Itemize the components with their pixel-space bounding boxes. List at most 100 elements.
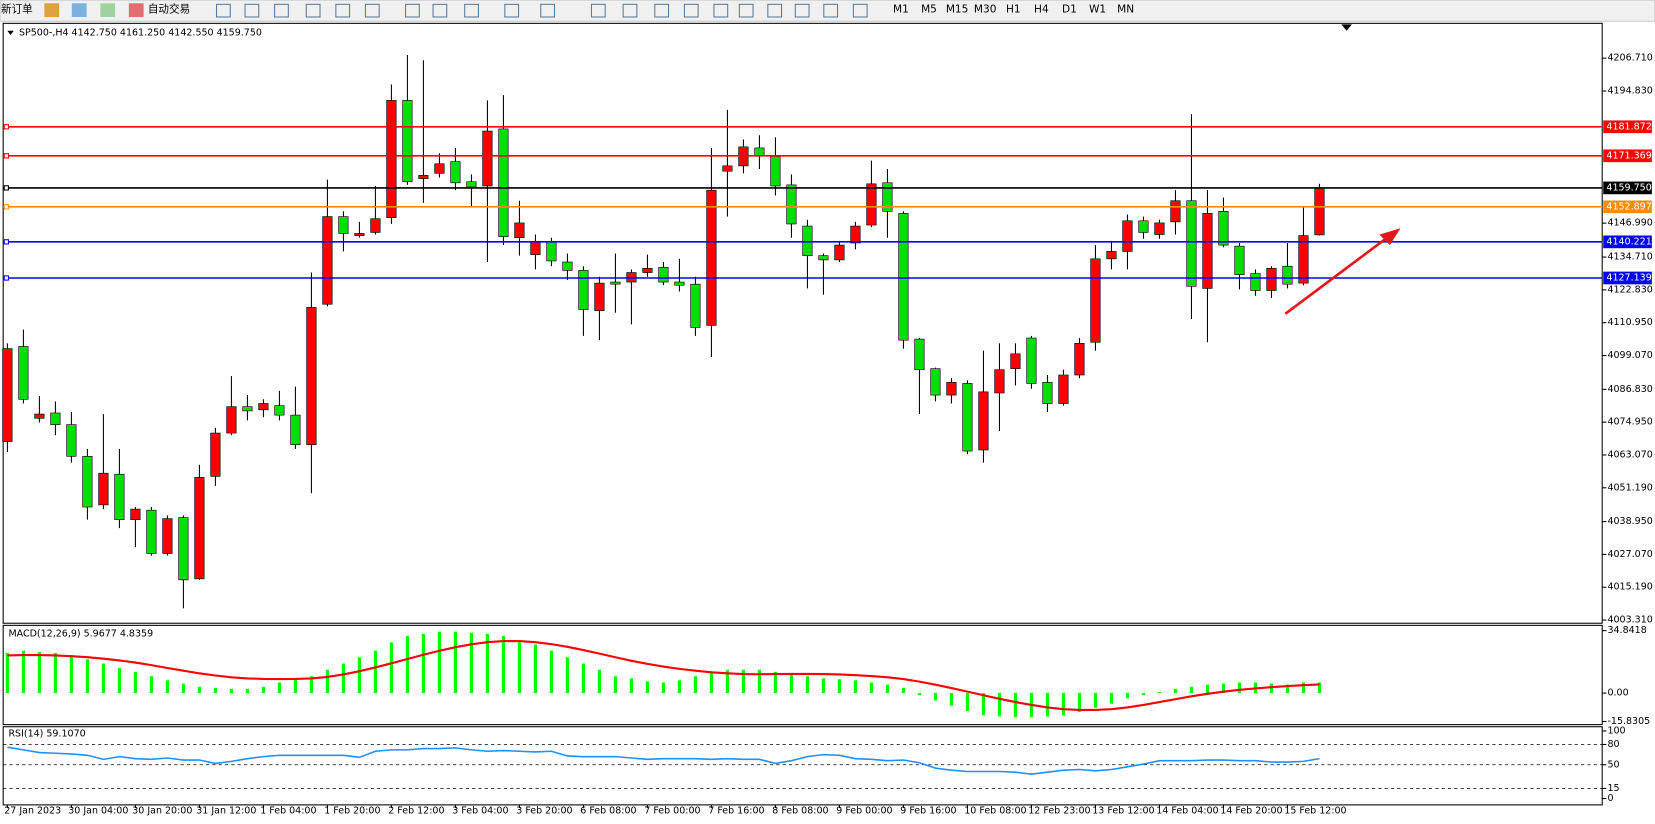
toolbar-icons: M1 M5 M15 M30 H1 H4 D1 W1 MN <box>215 3 1134 18</box>
candle-body <box>1218 210 1229 246</box>
macd-bar <box>1317 682 1322 694</box>
tool-icon[interactable] <box>713 3 729 18</box>
macd-bar <box>901 687 906 694</box>
candle-body <box>34 413 45 419</box>
macd-bar <box>933 693 938 701</box>
candle-body <box>722 165 733 172</box>
candle-body <box>850 225 861 244</box>
candle-body <box>306 307 317 446</box>
tool-icon[interactable] <box>274 3 289 18</box>
period-button[interactable]: D1 <box>1062 4 1077 16</box>
y-tick-label: 4074.950 <box>1607 417 1652 428</box>
tool-icon[interactable] <box>590 3 606 18</box>
candle-body <box>466 181 477 188</box>
candle-body <box>754 147 765 156</box>
tool-icon[interactable] <box>794 3 810 18</box>
tool-icon[interactable] <box>654 3 670 18</box>
period-button[interactable]: W1 <box>1089 4 1106 16</box>
candle-body <box>178 517 189 581</box>
tool-icon[interactable] <box>767 3 783 18</box>
candle-body <box>930 368 941 396</box>
y-tick-label: 4122.830 <box>1607 284 1652 295</box>
candle-body <box>1234 245 1245 275</box>
macd-bar <box>261 686 265 694</box>
tool-icon[interactable] <box>622 3 638 18</box>
tool-icon[interactable] <box>305 3 321 18</box>
y-tick-label: 4063.070 <box>1607 449 1652 460</box>
period-button[interactable]: H4 <box>1034 4 1049 16</box>
tool-icon[interactable] <box>364 3 380 18</box>
macd-bar <box>517 640 522 694</box>
auto-trade-button[interactable]: 自动交易 <box>148 3 190 16</box>
tool-icon[interactable] <box>432 3 448 18</box>
tool-icon[interactable] <box>504 3 520 18</box>
candle-body <box>1250 273 1261 291</box>
candle-body <box>194 477 205 580</box>
macd-bar <box>5 652 9 694</box>
macd-bar <box>885 684 890 694</box>
candle-body <box>210 432 221 477</box>
macd-bar <box>85 659 89 694</box>
x-tick-label: 2 Feb 12:00 <box>388 806 444 817</box>
tool-icon[interactable] <box>823 3 839 18</box>
tool-icon[interactable] <box>405 3 420 18</box>
candle-body <box>818 255 829 261</box>
macd-bar <box>917 693 922 696</box>
candle-body <box>962 383 973 452</box>
icon[interactable] <box>100 3 116 17</box>
level-anchor <box>3 204 9 210</box>
candle-body <box>882 182 893 212</box>
macd-bar <box>453 631 457 694</box>
period-button[interactable]: M30 <box>974 4 997 16</box>
rsi-line <box>7 746 1320 776</box>
macd-bar <box>1269 683 1274 694</box>
macd-bar <box>181 683 185 694</box>
period-button[interactable]: M1 <box>893 4 909 16</box>
tool-icon[interactable] <box>852 3 868 18</box>
macd-bar <box>1221 683 1226 694</box>
icon[interactable] <box>71 3 87 17</box>
x-tick-label: 1 Feb 04:00 <box>260 806 316 817</box>
macd-bar <box>1109 693 1114 704</box>
macd-bar <box>389 642 393 694</box>
x-tick-label: 13 Feb 12:00 <box>1092 806 1154 817</box>
macd-bar <box>37 651 41 694</box>
tool-icon[interactable] <box>244 3 260 18</box>
icon[interactable] <box>44 3 60 17</box>
macd-bar <box>1061 693 1066 716</box>
y-tick-label: 15 <box>1607 783 1619 794</box>
macd-bar <box>1157 692 1162 694</box>
new-order-button[interactable]: 新订单 <box>1 3 33 16</box>
candle-body <box>658 266 669 283</box>
period-button[interactable]: H1 <box>1006 4 1021 16</box>
period-button[interactable]: M5 <box>921 4 937 16</box>
level-tag <box>1603 181 1652 195</box>
period-button[interactable]: M15 <box>946 4 969 16</box>
y-tick-label: 4134.710 <box>1607 252 1652 263</box>
macd-bar <box>869 682 874 694</box>
x-tick-label: 12 Feb 23:00 <box>1028 806 1090 817</box>
macd-bar <box>1013 693 1018 718</box>
tool-icon[interactable] <box>540 3 556 18</box>
macd-bar <box>341 663 345 694</box>
tool-icon[interactable] <box>738 3 754 18</box>
level-label: 4127.139 <box>1606 272 1651 283</box>
level-anchor <box>3 185 9 191</box>
period-button[interactable]: MN <box>1117 4 1134 16</box>
auto-trade-icon[interactable] <box>128 3 144 17</box>
y-tick-label: 100 <box>1607 725 1625 736</box>
tool-icon[interactable] <box>335 3 351 18</box>
tool-icon[interactable] <box>215 3 231 18</box>
candle-body <box>1042 382 1053 404</box>
macd-bar <box>245 688 249 694</box>
candle-body <box>1010 353 1021 369</box>
y-tick-label: 4003.310 <box>1607 615 1652 626</box>
macd-bar <box>1285 684 1290 694</box>
x-tick-label: 10 Feb 08:00 <box>964 806 1026 817</box>
candle-body <box>914 338 925 371</box>
candle-body <box>130 508 141 520</box>
candle-body <box>66 424 77 457</box>
tool-icon[interactable] <box>464 3 479 18</box>
tool-icon[interactable] <box>683 3 699 18</box>
